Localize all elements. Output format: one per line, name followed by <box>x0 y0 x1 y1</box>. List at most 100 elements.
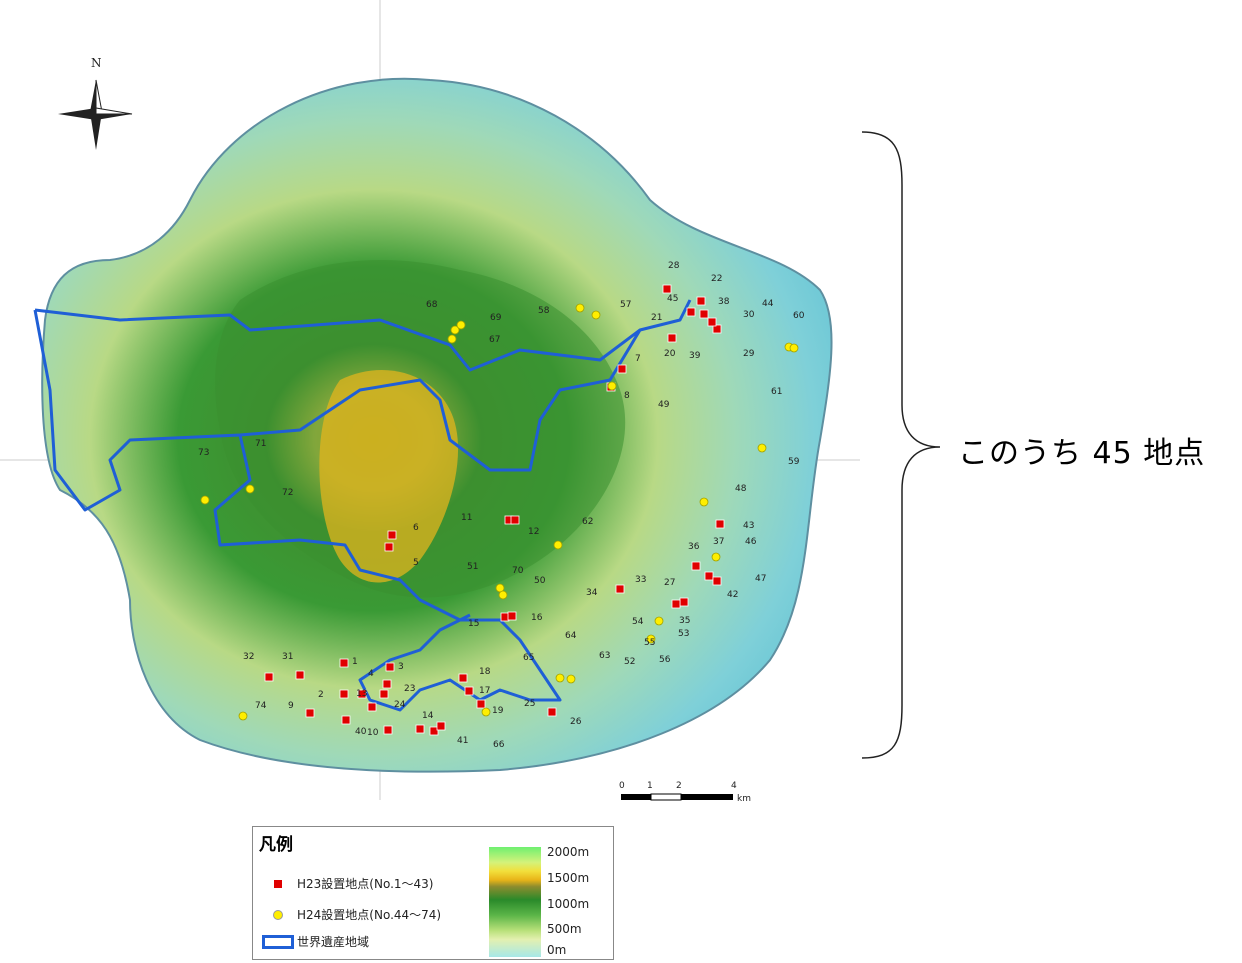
svg-text:34: 34 <box>586 588 598 598</box>
svg-text:29: 29 <box>743 349 755 359</box>
site-number-labels: 1 2 3 4 5 6 7 8 9 10 11 12 13 14 15 16 1… <box>198 261 805 750</box>
svg-text:36: 36 <box>688 542 700 552</box>
legend-row-boundary: 世界遺産地域 <box>259 933 369 950</box>
north-arrow <box>58 79 133 150</box>
north-label: N <box>91 56 102 70</box>
svg-text:41: 41 <box>457 736 468 746</box>
svg-text:33: 33 <box>635 575 646 585</box>
svg-text:52: 52 <box>624 657 635 667</box>
svg-text:70: 70 <box>512 566 524 576</box>
svg-text:55: 55 <box>644 638 655 648</box>
elevation-tick-500: 500m <box>547 922 582 936</box>
svg-text:54: 54 <box>632 617 644 627</box>
legend-h23-label: H23設置地点(No.1～43) <box>297 877 434 891</box>
svg-text:3: 3 <box>398 662 404 672</box>
svg-text:61: 61 <box>771 387 782 397</box>
brace-label: このうち 45 地点 <box>958 436 1206 471</box>
svg-text:31: 31 <box>282 652 293 662</box>
svg-text:26: 26 <box>570 717 582 727</box>
svg-text:48: 48 <box>735 484 747 494</box>
svg-text:66: 66 <box>493 740 505 750</box>
svg-text:5: 5 <box>413 558 419 568</box>
svg-text:42: 42 <box>727 590 738 600</box>
scale-tick-2: 2 <box>676 781 682 791</box>
legend-h24-label: H24設置地点(No.44～74) <box>297 908 442 922</box>
svg-text:50: 50 <box>534 576 546 586</box>
legend-boundary-label: 世界遺産地域 <box>297 935 370 949</box>
scale-bar: 0 1 2 4 km <box>619 781 751 804</box>
scale-tick-4: 4 <box>731 781 737 791</box>
svg-text:43: 43 <box>743 521 754 531</box>
svg-text:24: 24 <box>394 700 406 710</box>
svg-text:67: 67 <box>489 335 500 345</box>
h24-dot-icon <box>259 909 297 920</box>
svg-text:56: 56 <box>659 655 671 665</box>
svg-text:18: 18 <box>479 667 491 677</box>
legend-row-h24: H24設置地点(No.44～74) <box>259 906 441 923</box>
map-legend: 凡例 H23設置地点(No.1～43) H24設置地点(No.44～74) 世界… <box>252 826 614 960</box>
svg-text:11: 11 <box>461 513 472 523</box>
svg-text:7: 7 <box>635 354 641 364</box>
scale-tick-1: 1 <box>647 781 653 791</box>
svg-text:8: 8 <box>624 391 630 401</box>
svg-text:57: 57 <box>620 300 631 310</box>
svg-text:58: 58 <box>538 306 550 316</box>
svg-text:65: 65 <box>523 653 534 663</box>
svg-text:71: 71 <box>255 439 266 449</box>
svg-text:16: 16 <box>531 613 543 623</box>
svg-text:12: 12 <box>528 527 539 537</box>
svg-text:37: 37 <box>713 537 724 547</box>
svg-text:13: 13 <box>356 689 367 699</box>
svg-text:39: 39 <box>689 351 701 361</box>
svg-text:17: 17 <box>479 686 490 696</box>
svg-text:20: 20 <box>664 349 676 359</box>
svg-text:49: 49 <box>658 400 670 410</box>
svg-text:14: 14 <box>422 711 434 721</box>
svg-text:6: 6 <box>413 523 419 533</box>
svg-text:60: 60 <box>793 311 805 321</box>
svg-text:19: 19 <box>492 706 504 716</box>
elevation-tick-1500: 1500m <box>547 871 590 885</box>
svg-text:40: 40 <box>355 727 367 737</box>
elevation-color-bar <box>489 847 541 957</box>
svg-text:63: 63 <box>599 651 610 661</box>
svg-text:25: 25 <box>524 699 535 709</box>
h23-square-icon <box>259 879 297 888</box>
summit-area <box>319 370 459 583</box>
svg-text:22: 22 <box>711 274 722 284</box>
svg-text:59: 59 <box>788 457 800 467</box>
elevation-tick-0: 0m <box>547 943 567 957</box>
svg-text:1: 1 <box>352 657 358 667</box>
h24-markers <box>200 303 799 721</box>
svg-text:47: 47 <box>755 574 766 584</box>
svg-text:28: 28 <box>668 261 680 271</box>
svg-text:2: 2 <box>318 690 324 700</box>
elevation-tick-2000: 2000m <box>547 845 590 859</box>
svg-text:27: 27 <box>664 578 675 588</box>
svg-text:69: 69 <box>490 313 502 323</box>
scale-unit: km <box>737 794 751 804</box>
scale-tick-0: 0 <box>619 781 625 791</box>
svg-text:30: 30 <box>743 310 755 320</box>
svg-text:68: 68 <box>426 300 438 310</box>
elevation-tick-1000: 1000m <box>547 897 590 911</box>
svg-text:15: 15 <box>468 619 479 629</box>
svg-text:10: 10 <box>367 728 379 738</box>
svg-text:38: 38 <box>718 297 730 307</box>
legend-title: 凡例 <box>259 835 293 855</box>
svg-text:53: 53 <box>678 629 689 639</box>
legend-row-h23: H23設置地点(No.1～43) <box>259 875 433 892</box>
svg-text:32: 32 <box>243 652 254 662</box>
svg-text:44: 44 <box>762 299 774 309</box>
world-heritage-boundary <box>33 299 692 712</box>
svg-text:21: 21 <box>651 313 662 323</box>
boundary-box-icon <box>259 934 297 949</box>
svg-text:4: 4 <box>368 669 374 679</box>
svg-text:45: 45 <box>667 294 678 304</box>
svg-text:73: 73 <box>198 448 209 458</box>
svg-text:46: 46 <box>745 537 757 547</box>
curly-brace <box>861 131 941 759</box>
svg-text:23: 23 <box>404 684 415 694</box>
svg-text:35: 35 <box>679 616 690 626</box>
